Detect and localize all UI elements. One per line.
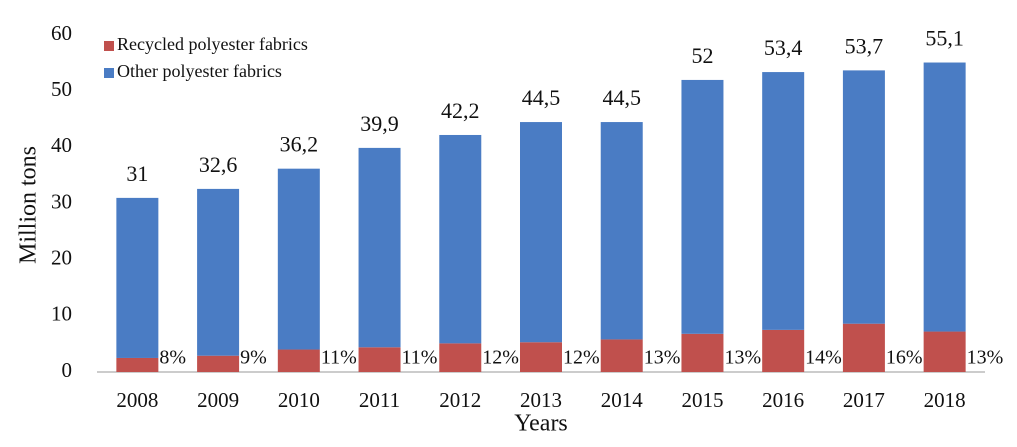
total-label: 55,1 xyxy=(925,26,964,51)
total-label: 39,9 xyxy=(360,111,399,136)
x-tick-label: 2018 xyxy=(924,388,966,412)
legend-swatch xyxy=(104,41,114,51)
x-axis-title: Years xyxy=(514,411,568,437)
bar-segment xyxy=(358,347,401,372)
legend-label: Recycled polyester fabrics xyxy=(117,34,308,54)
bar-segment xyxy=(439,134,482,344)
legend-label: Other polyester fabrics xyxy=(117,61,282,81)
total-label: 31 xyxy=(126,161,148,186)
share-label: 8% xyxy=(159,347,186,369)
bar-segment xyxy=(923,62,966,332)
y-tick-label: 30 xyxy=(51,189,72,213)
y-tick-label: 10 xyxy=(51,302,72,326)
share-label: 11% xyxy=(402,347,438,369)
y-tick-label: 0 xyxy=(62,358,73,382)
x-tick-label: 2015 xyxy=(681,388,723,412)
bar-segment xyxy=(197,188,240,356)
x-tick-label: 2011 xyxy=(359,388,400,412)
total-label: 42,2 xyxy=(441,98,480,123)
x-tick-label: 2012 xyxy=(439,388,481,412)
bar-segment xyxy=(762,329,805,372)
bar-segment xyxy=(116,357,159,372)
share-label: 9% xyxy=(240,347,267,369)
bar-segment xyxy=(762,72,805,330)
bar-segment xyxy=(681,79,724,334)
y-tick-label: 40 xyxy=(51,133,72,157)
share-label: 13% xyxy=(724,347,761,369)
x-tick-label: 2010 xyxy=(278,388,320,412)
bar-segment xyxy=(842,70,885,324)
bar-segment xyxy=(520,342,562,372)
bar-segment xyxy=(439,343,482,372)
bar-segment xyxy=(600,122,643,340)
total-label: 52 xyxy=(691,43,713,68)
x-tick-label: 2008 xyxy=(116,388,158,412)
bar-segment xyxy=(116,197,159,358)
bar-segment xyxy=(277,168,320,350)
legend-swatch xyxy=(104,68,114,78)
x-tick-label: 2014 xyxy=(601,388,644,412)
y-axis-title: Million tons xyxy=(16,146,42,264)
bar-segment xyxy=(600,339,643,372)
bar-segment xyxy=(923,331,966,372)
y-tick-label: 60 xyxy=(51,21,72,45)
share-label: 13% xyxy=(644,347,681,369)
share-label: 11% xyxy=(321,347,357,369)
total-label: 44,5 xyxy=(522,85,561,110)
x-tick-label: 2017 xyxy=(843,388,885,412)
bar-segment xyxy=(358,147,401,348)
total-label: 36,2 xyxy=(280,132,319,157)
share-label: 16% xyxy=(886,347,923,369)
x-tick-label: 2013 xyxy=(520,388,562,412)
total-label: 53,7 xyxy=(845,33,884,58)
bar-segment xyxy=(277,349,320,372)
y-tick-label: 50 xyxy=(51,77,72,101)
share-label: 12% xyxy=(563,347,600,369)
share-label: 12% xyxy=(482,347,519,369)
bar-segment xyxy=(842,323,885,372)
total-label: 32,6 xyxy=(199,152,238,177)
total-label: 44,5 xyxy=(602,85,641,110)
bar-segment xyxy=(681,333,724,372)
bar-segment xyxy=(197,355,240,372)
x-tick-label: 2009 xyxy=(197,388,239,412)
bar-segment xyxy=(520,122,562,343)
share-label: 14% xyxy=(805,347,842,369)
share-label: 13% xyxy=(967,347,1004,369)
total-label: 53,4 xyxy=(764,35,803,60)
x-tick-label: 2016 xyxy=(762,388,804,412)
y-tick-label: 20 xyxy=(51,245,72,269)
